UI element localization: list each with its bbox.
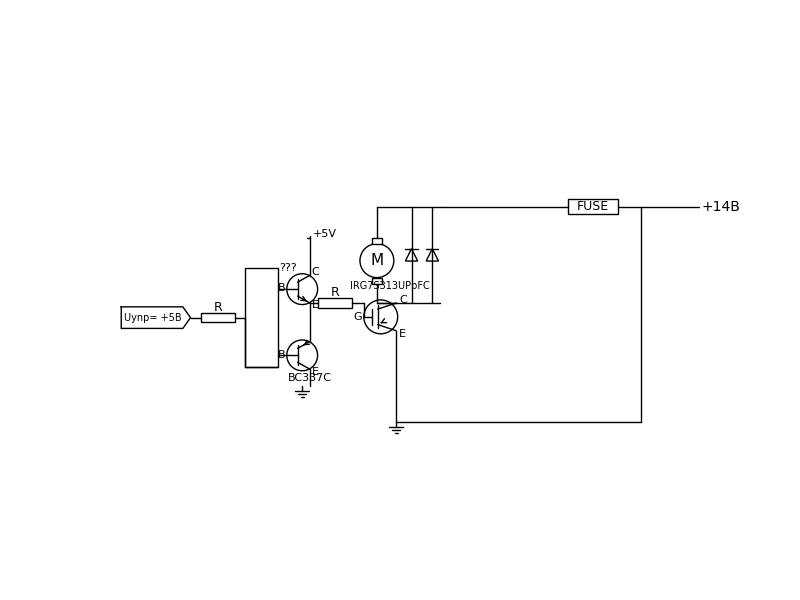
Text: B: B xyxy=(278,283,286,293)
Text: E: E xyxy=(311,367,318,377)
Text: R: R xyxy=(330,286,339,299)
Text: +5V: +5V xyxy=(313,229,337,239)
Bar xyxy=(372,238,382,244)
Text: IRG7S313UPbFC: IRG7S313UPbFC xyxy=(350,281,430,291)
Bar xyxy=(318,298,352,308)
Text: BC337C: BC337C xyxy=(288,373,332,383)
Text: C: C xyxy=(399,295,407,305)
Text: E: E xyxy=(311,299,318,310)
Text: ???: ??? xyxy=(279,263,297,274)
Text: C: C xyxy=(311,267,319,277)
Text: R: R xyxy=(214,301,222,314)
Bar xyxy=(201,313,235,322)
Text: M: M xyxy=(370,253,383,268)
Bar xyxy=(246,268,278,367)
Bar xyxy=(372,278,382,284)
Text: +14B: +14B xyxy=(701,200,740,214)
Text: G: G xyxy=(354,312,362,322)
Text: Uynp= +5B: Uynp= +5B xyxy=(124,313,182,323)
Bar xyxy=(568,199,618,214)
Text: E: E xyxy=(399,329,406,339)
Text: FUSE: FUSE xyxy=(577,200,609,213)
Text: B: B xyxy=(278,350,286,359)
